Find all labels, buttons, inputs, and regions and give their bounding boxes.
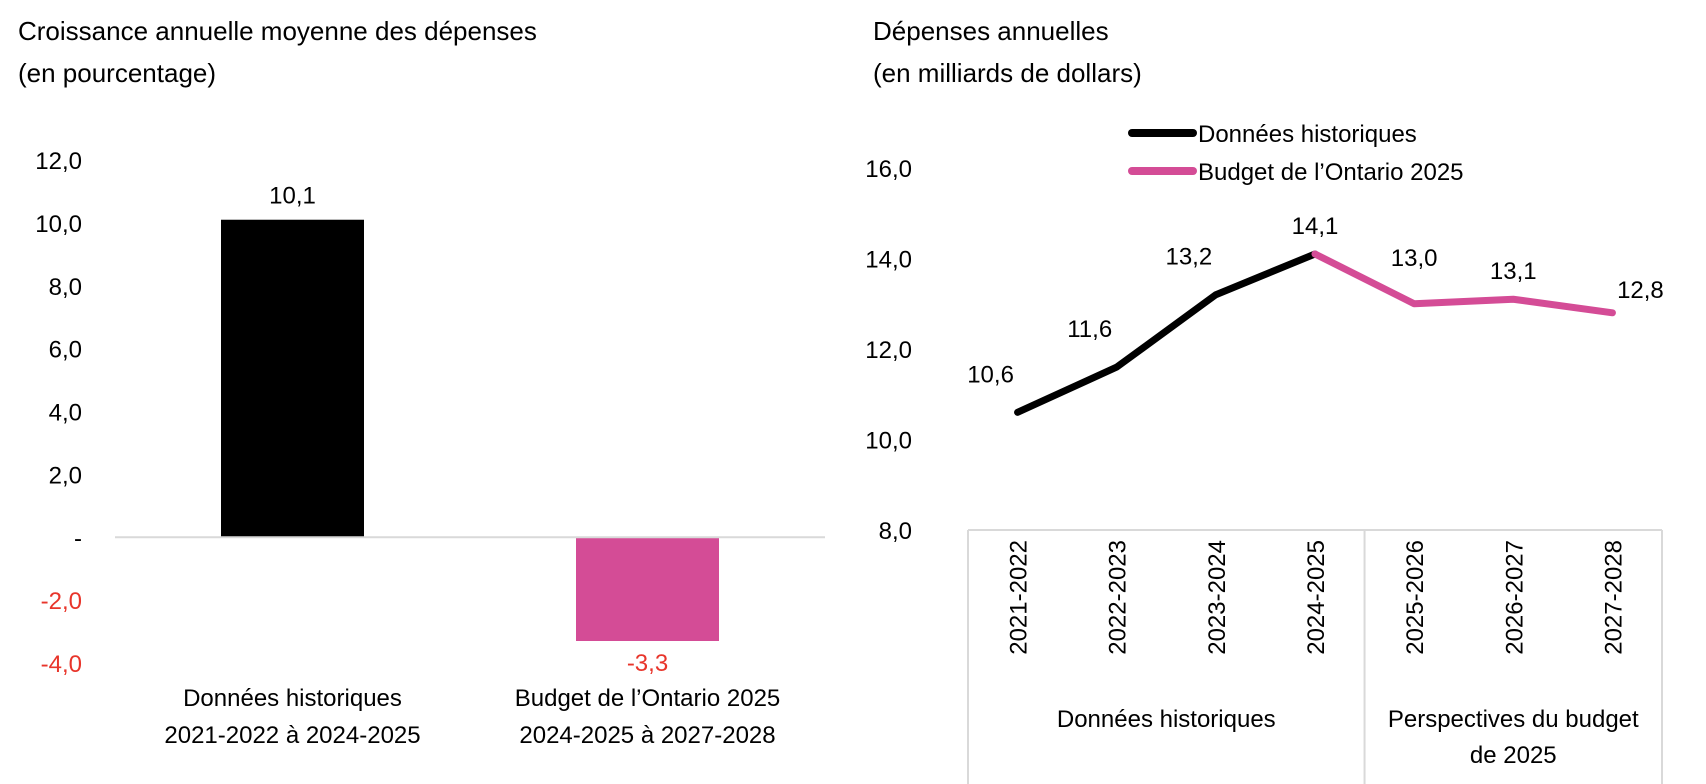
left-bar-chart: 12,0 10,0 8,0 6,0 4,0 2,0 - -2,0 -4,0 10,1 Données… xyxy=(35,148,825,749)
y-tick-label: - xyxy=(74,525,82,552)
point-value-label: 14,1 xyxy=(1292,213,1339,240)
x-group-label: Données historiques xyxy=(1057,706,1276,733)
y-tick-label: 12,0 xyxy=(865,337,912,364)
left-chart-title: Croissance annuelle moyenne des dépenses xyxy=(18,16,537,46)
right-chart-subtitle: (en milliards de dollars) xyxy=(873,58,1142,88)
right-chart-title: Dépenses annuelles xyxy=(873,16,1109,46)
y-tick-label: 10,0 xyxy=(35,211,82,238)
y-tick-label: 8,0 xyxy=(49,274,82,301)
x-tick-label: 2023-2024 xyxy=(1204,540,1231,655)
y-tick-label: -4,0 xyxy=(41,651,82,678)
bar xyxy=(221,219,364,538)
y-tick-label: 4,0 xyxy=(49,400,82,427)
bar xyxy=(576,537,719,641)
y-tick-label: 16,0 xyxy=(865,156,912,183)
x-category-label: 2021-2022 à 2024-2025 xyxy=(164,722,420,749)
series-line-0 xyxy=(1014,250,1319,416)
y-tick-label: 6,0 xyxy=(49,337,82,364)
point-value-label: 13,1 xyxy=(1490,258,1537,285)
x-category-label: 2024-2025 à 2027-2028 xyxy=(519,722,775,749)
y-tick-label: -2,0 xyxy=(41,588,82,615)
x-group-label-line1: Perspectives du budget xyxy=(1388,706,1639,733)
point-value-label: 12,8 xyxy=(1617,277,1664,304)
bar-value-label: -3,3 xyxy=(627,650,668,677)
x-tick-label: 2027-2028 xyxy=(1600,540,1627,655)
y-tick-label: 14,0 xyxy=(865,247,912,274)
point-value-label: 11,6 xyxy=(1067,316,1112,343)
left-chart-subtitle: (en pourcentage) xyxy=(18,58,216,88)
legend-label: Budget de l’Ontario 2025 xyxy=(1198,159,1464,186)
x-tick-label: 2026-2027 xyxy=(1501,540,1528,655)
series-line-1 xyxy=(1311,250,1616,317)
y-tick-label: 2,0 xyxy=(49,462,82,489)
x-tick-label: 2025-2026 xyxy=(1402,540,1429,655)
bar-value-label: 10,1 xyxy=(269,183,316,210)
x-category-label: Budget de l’Ontario 2025 xyxy=(515,685,781,712)
legend-label: Données historiques xyxy=(1198,121,1417,148)
point-value-label: 10,6 xyxy=(967,361,1014,388)
point-value-label: 13,2 xyxy=(1165,244,1212,271)
x-group-label-line2: de 2025 xyxy=(1470,742,1557,769)
y-tick-label: 10,0 xyxy=(865,428,912,455)
right-line-chart: 16,0 14,0 12,0 10,0 8,0 2021-2022 2022-2023 202… xyxy=(865,121,1664,784)
x-category-label: Données historiques xyxy=(183,685,402,712)
y-tick-label: 12,0 xyxy=(35,148,82,175)
point-value-label: 13,0 xyxy=(1391,245,1438,272)
x-tick-label: 2021-2022 xyxy=(1006,540,1033,655)
y-tick-label: 8,0 xyxy=(879,518,912,545)
x-tick-label: 2022-2023 xyxy=(1105,540,1132,655)
x-tick-label: 2024-2025 xyxy=(1303,540,1330,655)
